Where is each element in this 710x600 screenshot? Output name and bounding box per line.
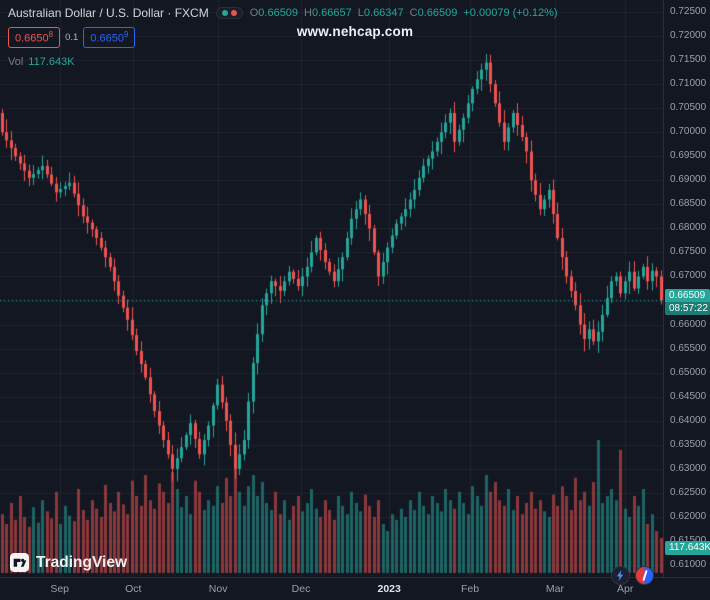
price-tick: 0.69000	[670, 174, 707, 186]
broker-badge-icon	[641, 569, 648, 582]
price-tick: 0.67000	[670, 270, 707, 282]
price-tick: 0.72000	[670, 30, 707, 42]
ohlc-readout: O0.66509 H0.66657 L0.66347 C0.66509 +0.0…	[250, 7, 558, 19]
close-label: C	[409, 7, 418, 19]
low-label: L	[357, 7, 364, 19]
lightning-icon	[615, 570, 626, 581]
symbol-quick-actions[interactable]	[215, 7, 243, 19]
time-axis[interactable]: Sep Oct Nov Dec 2023 Feb Mar Apr	[0, 577, 710, 600]
last-price-badge: 0.66509 08:57:22	[665, 289, 710, 316]
symbol-title[interactable]: Australian Dollar / U.S. Dollar · FXCM	[8, 6, 209, 20]
price-tick: 0.62000	[670, 510, 707, 522]
vol-value: 117.643K	[28, 55, 75, 68]
time-tick: 2023	[377, 583, 401, 595]
price-tick: 0.68500	[670, 198, 707, 210]
tradingview-logo[interactable]: TradingView	[10, 553, 127, 572]
spread-value: 0.1	[65, 31, 79, 43]
time-tick: Nov	[208, 583, 228, 595]
price-tick: 0.71500	[670, 54, 707, 66]
bid-sup-digit: 8	[48, 30, 54, 39]
price-tick: 0.63000	[670, 462, 707, 474]
time-tick: Mar	[545, 583, 564, 595]
time-tick: Sep	[50, 583, 69, 595]
time-tick: Feb	[461, 583, 480, 595]
sell-dot-icon	[230, 10, 237, 16]
sell-bid-button[interactable]: 0.66508	[8, 27, 61, 48]
chart-pane	[0, 0, 663, 577]
price-tick: 0.70500	[670, 102, 707, 114]
tradingview-mark-icon	[10, 553, 29, 572]
ask-price: 0.6650	[90, 32, 124, 45]
price-tick: 0.64000	[670, 414, 707, 426]
price-tick: 0.63500	[670, 438, 707, 450]
broker-badge-button[interactable]	[635, 566, 654, 585]
time-tick: Oct	[125, 583, 142, 595]
bar-countdown: 08:57:22	[665, 302, 710, 316]
tradingview-logo-text: TradingView	[36, 553, 128, 571]
low-value: 0.66347	[363, 7, 404, 19]
price-tick: 0.72500	[670, 6, 707, 17]
price-tick: 0.67500	[670, 246, 707, 258]
open-value: 0.66509	[258, 7, 299, 19]
legend: Australian Dollar / U.S. Dollar · FXCM O…	[8, 6, 558, 68]
corner-buttons	[611, 566, 654, 585]
volume-readout: Vol 117.643K	[8, 56, 558, 68]
bid-price: 0.6650	[15, 32, 49, 45]
watermark: www.nehcap.com	[296, 24, 414, 39]
price-tick: 0.65500	[670, 342, 707, 354]
price-tick: 0.61000	[670, 559, 707, 570]
time-tick: Apr	[617, 583, 634, 595]
open-label: O	[249, 7, 259, 19]
buy-ask-button[interactable]: 0.66509	[83, 27, 136, 48]
buy-dot-icon	[221, 10, 228, 16]
price-tick: 0.69500	[670, 150, 707, 162]
price-tick: 0.70000	[670, 126, 707, 138]
price-tick: 0.65000	[670, 366, 707, 378]
time-tick: Dec	[291, 583, 311, 595]
price-tick: 0.64500	[670, 390, 707, 402]
last-price-value: 0.66509	[669, 290, 706, 302]
price-tick: 0.68000	[670, 222, 707, 234]
volume-badge: 117.643K	[665, 541, 710, 555]
high-value: 0.66657	[312, 7, 352, 19]
high-label: H	[304, 7, 312, 19]
price-axis[interactable]: 0.66509 08:57:22 117.643K 0.72500 0.72000…	[663, 0, 710, 577]
vol-label: Vol	[8, 55, 24, 68]
candlestick-chart[interactable]	[0, 0, 663, 577]
change-value: +0.00079 (+0.12%)	[463, 7, 558, 19]
price-tick: 0.62500	[670, 486, 707, 498]
price-tick: 0.71000	[670, 78, 707, 90]
price-tick: 0.61500	[670, 535, 706, 546]
ask-sup-digit: 9	[123, 30, 129, 39]
close-value: 0.66509	[417, 7, 458, 19]
instant-trading-button[interactable]	[611, 566, 630, 585]
price-tick: 0.66000	[670, 318, 707, 330]
